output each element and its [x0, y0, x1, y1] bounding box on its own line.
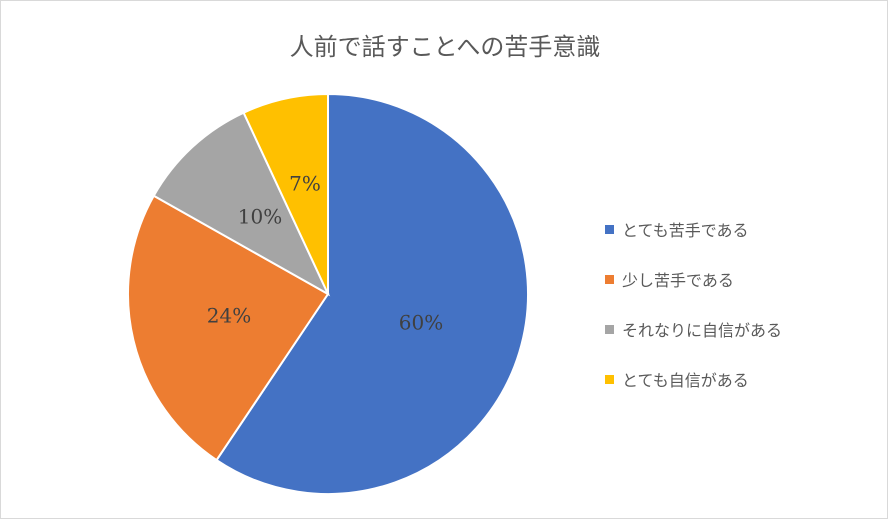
legend-swatch-3 [605, 324, 614, 334]
legend-swatch-4 [605, 374, 614, 384]
data-label-2: 24% [207, 304, 251, 328]
data-label-3: 10% [238, 205, 282, 229]
data-label-4: 7% [289, 172, 321, 196]
legend-item-2: 少し苦手である [605, 254, 782, 304]
legend-swatch-1 [605, 224, 614, 234]
pie-slice-3 [152, 111, 331, 297]
chart-title: 人前で話すことへの苦手意識 [289, 33, 601, 61]
legend-label-3: それなりに自信がある [622, 321, 783, 340]
pie-slice-1 [215, 92, 529, 495]
legend-label-1: とても苦手である [622, 221, 749, 240]
legend-item-3: それなりに自信がある [605, 304, 782, 354]
legend-label-4: とても自信がある [622, 371, 749, 390]
data-label-1: 60% [399, 311, 443, 335]
legend-item-1: とても苦手である [605, 204, 782, 254]
pie-slice-4 [242, 92, 329, 295]
pie-slice-2 [127, 194, 330, 462]
legend-item-4: とても自信がある [605, 354, 782, 404]
legend-label-2: 少し苦手である [622, 271, 734, 290]
chart-legend: とても苦手である 少し苦手であるそれなりに自信がある とても自信がある [605, 204, 782, 404]
legend-swatch-2 [605, 274, 614, 284]
